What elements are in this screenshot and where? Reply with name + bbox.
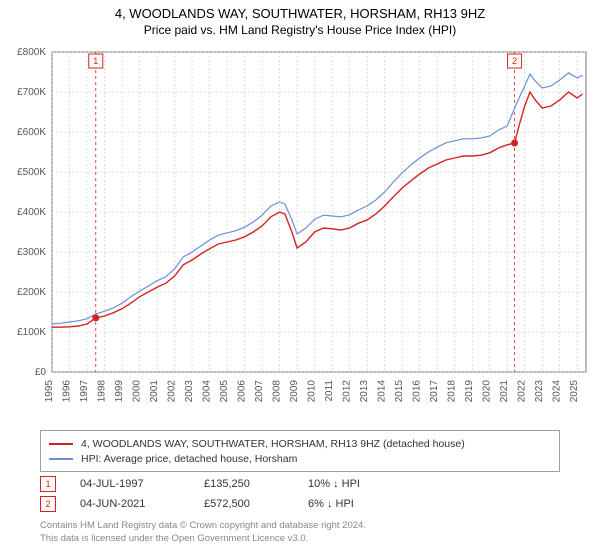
- chart-title: 4, WOODLANDS WAY, SOUTHWATER, HORSHAM, R…: [0, 0, 600, 21]
- legend-swatch: [49, 443, 73, 445]
- legend-label: 4, WOODLANDS WAY, SOUTHWATER, HORSHAM, R…: [81, 438, 465, 450]
- svg-text:£0: £0: [35, 367, 47, 378]
- svg-text:1999: 1999: [114, 380, 125, 403]
- event-date: 04-JUN-2021: [80, 498, 190, 510]
- event-price: £135,250: [204, 478, 294, 490]
- legend: 4, WOODLANDS WAY, SOUTHWATER, HORSHAM, R…: [40, 430, 560, 472]
- svg-text:£800K: £800K: [17, 47, 46, 58]
- event-price: £572,500: [204, 498, 294, 510]
- svg-text:2: 2: [512, 56, 517, 66]
- svg-text:1996: 1996: [62, 380, 73, 403]
- svg-text:2004: 2004: [202, 380, 213, 403]
- svg-text:£300K: £300K: [17, 247, 46, 258]
- svg-text:£400K: £400K: [17, 207, 46, 218]
- svg-text:2008: 2008: [272, 380, 283, 403]
- svg-text:2025: 2025: [569, 380, 580, 403]
- svg-text:£700K: £700K: [17, 87, 46, 98]
- legend-item: 4, WOODLANDS WAY, SOUTHWATER, HORSHAM, R…: [49, 436, 551, 451]
- svg-text:2013: 2013: [359, 380, 370, 403]
- svg-text:2001: 2001: [149, 380, 160, 403]
- event-badge: 1: [40, 476, 56, 492]
- svg-text:2020: 2020: [482, 380, 493, 403]
- svg-text:2015: 2015: [394, 380, 405, 403]
- svg-text:1998: 1998: [97, 380, 108, 403]
- event-row: 1 04-JUL-1997 £135,250 10% ↓ HPI: [40, 474, 560, 494]
- svg-text:2023: 2023: [534, 380, 545, 403]
- svg-text:£100K: £100K: [17, 327, 46, 338]
- svg-text:2012: 2012: [342, 380, 353, 403]
- svg-text:1: 1: [93, 56, 98, 66]
- chart-container: 4, WOODLANDS WAY, SOUTHWATER, HORSHAM, R…: [0, 0, 600, 560]
- event-row: 2 04-JUN-2021 £572,500 6% ↓ HPI: [40, 494, 560, 514]
- legend-swatch: [49, 458, 73, 460]
- svg-text:2007: 2007: [254, 380, 265, 403]
- svg-text:2003: 2003: [184, 380, 195, 403]
- svg-text:2005: 2005: [219, 380, 230, 403]
- footer-attribution: Contains HM Land Registry data © Crown c…: [40, 520, 560, 546]
- svg-text:2019: 2019: [464, 380, 475, 403]
- svg-text:£600K: £600K: [17, 127, 46, 138]
- footer-line: This data is licensed under the Open Gov…: [40, 533, 560, 546]
- svg-text:2014: 2014: [377, 380, 388, 403]
- svg-text:1997: 1997: [79, 380, 90, 403]
- event-list: 1 04-JUL-1997 £135,250 10% ↓ HPI 2 04-JU…: [40, 474, 560, 514]
- svg-text:2017: 2017: [429, 380, 440, 403]
- event-num: 1: [45, 479, 50, 489]
- footer-line: Contains HM Land Registry data © Crown c…: [40, 520, 560, 533]
- event-delta: 10% ↓ HPI: [308, 478, 398, 490]
- svg-text:2000: 2000: [132, 380, 143, 403]
- svg-text:2022: 2022: [517, 380, 528, 403]
- svg-text:2009: 2009: [289, 380, 300, 403]
- svg-text:£500K: £500K: [17, 167, 46, 178]
- svg-text:2018: 2018: [447, 380, 458, 403]
- legend-label: HPI: Average price, detached house, Hors…: [81, 453, 297, 465]
- svg-text:2006: 2006: [237, 380, 248, 403]
- svg-text:2016: 2016: [412, 380, 423, 403]
- svg-text:£200K: £200K: [17, 287, 46, 298]
- svg-text:2011: 2011: [324, 380, 335, 402]
- chart-subtitle: Price paid vs. HM Land Registry's House …: [0, 21, 600, 37]
- event-badge: 2: [40, 496, 56, 512]
- svg-text:2024: 2024: [552, 380, 563, 403]
- svg-text:2021: 2021: [499, 380, 510, 403]
- svg-text:2002: 2002: [167, 380, 178, 403]
- svg-text:1995: 1995: [44, 380, 55, 403]
- chart-plot: £0 £100K £200K £300K £400K £500K £600K £700K £80…: [0, 42, 600, 422]
- event-date: 04-JUL-1997: [80, 478, 190, 490]
- svg-text:2010: 2010: [307, 380, 318, 403]
- legend-item: HPI: Average price, detached house, Hors…: [49, 451, 551, 466]
- event-delta: 6% ↓ HPI: [308, 498, 398, 510]
- event-num: 2: [45, 499, 50, 509]
